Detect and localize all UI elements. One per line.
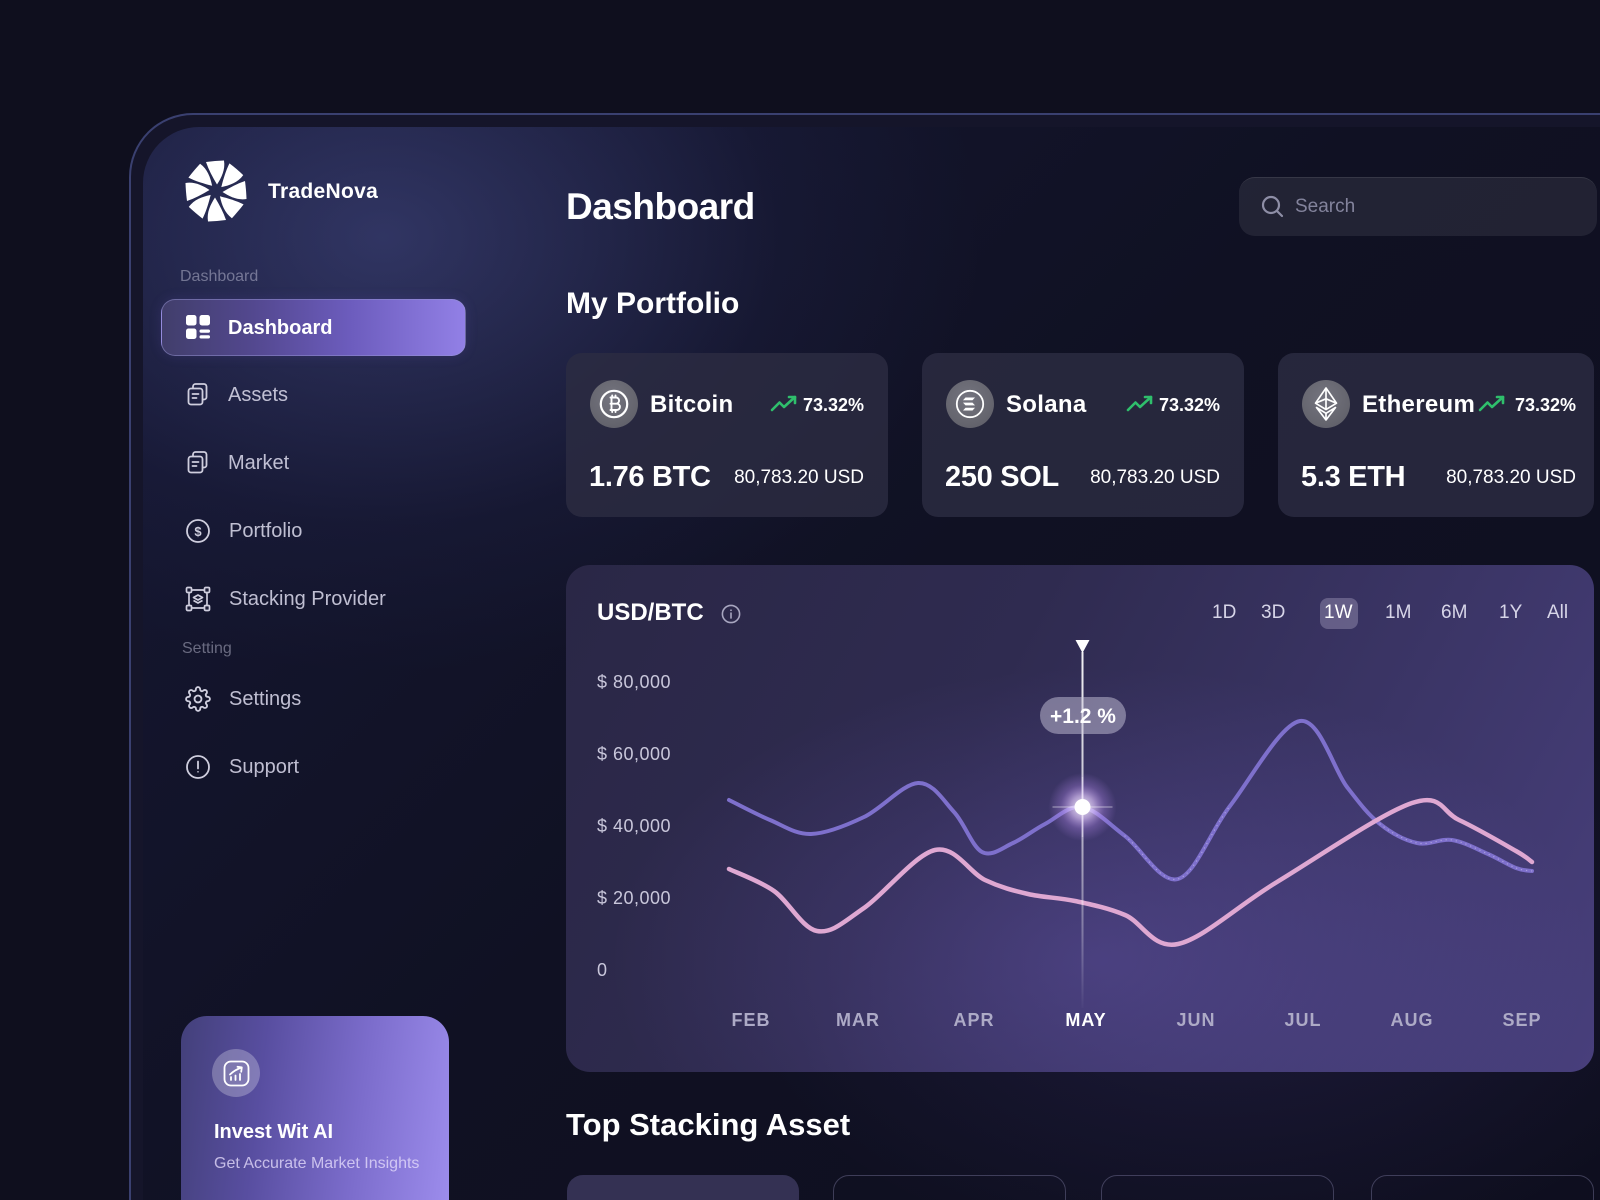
svg-text:+1.2 %: +1.2 % — [1050, 705, 1116, 728]
svg-text:$: $ — [194, 524, 202, 539]
